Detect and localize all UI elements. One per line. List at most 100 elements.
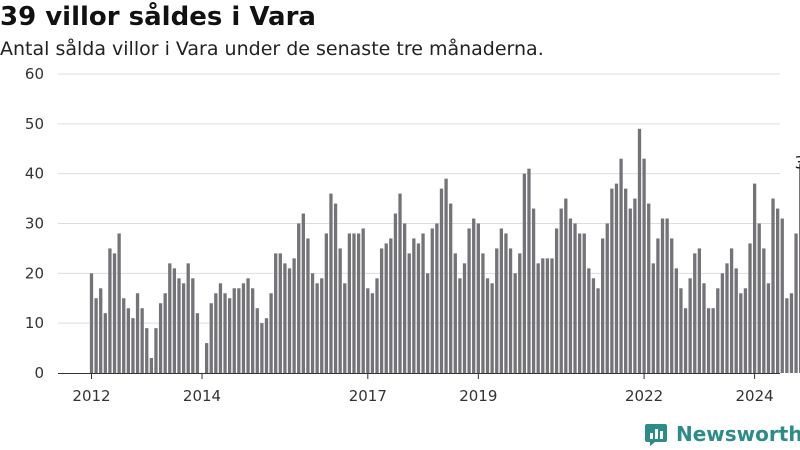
- bar: [402, 223, 407, 373]
- bar: [181, 283, 186, 373]
- bars: [89, 128, 800, 373]
- y-tick-label: 30: [25, 215, 44, 233]
- bar: [384, 243, 388, 373]
- bar: [610, 188, 614, 373]
- bar: [361, 228, 365, 373]
- bar: [476, 223, 480, 373]
- bar: [729, 248, 734, 373]
- bar: [260, 323, 264, 373]
- bar: [554, 228, 559, 373]
- y-tick-label: 20: [25, 264, 44, 282]
- bar: [780, 218, 784, 373]
- bar: [333, 203, 338, 373]
- bar: [255, 308, 259, 373]
- bar: [458, 278, 462, 373]
- bar: [158, 303, 163, 373]
- bar: [283, 263, 287, 373]
- bar: [518, 253, 522, 373]
- bar: [352, 233, 356, 373]
- bar: [743, 288, 748, 373]
- bar: [527, 168, 531, 373]
- bar: [329, 193, 333, 373]
- bar: [688, 278, 692, 373]
- y-tick-label: 50: [25, 115, 44, 133]
- bar: [596, 288, 600, 373]
- bar: [656, 238, 660, 373]
- y-axis-ticks: 0 10 20 30 40 50 60: [25, 65, 44, 382]
- bar: [522, 173, 527, 373]
- bar: [343, 283, 347, 373]
- bar: [706, 308, 711, 373]
- bar: [375, 278, 379, 373]
- x-tick-label: 2019: [459, 387, 497, 405]
- bar: [287, 268, 292, 373]
- bar: [366, 288, 370, 373]
- bar: [693, 253, 697, 373]
- bar: [241, 283, 246, 373]
- bar: [734, 268, 738, 373]
- bar: [545, 258, 550, 373]
- bar: [582, 233, 586, 373]
- bar: [135, 293, 140, 373]
- bar: [407, 253, 411, 373]
- bar: [785, 298, 789, 373]
- bar: [172, 268, 177, 373]
- bar: [619, 158, 623, 373]
- bar: [338, 248, 342, 373]
- bar: [126, 308, 130, 373]
- bar: [416, 243, 421, 373]
- bar: [762, 248, 766, 373]
- bar: [628, 208, 632, 373]
- bar: [564, 198, 568, 373]
- bar: [711, 308, 715, 373]
- brand-name: Newsworthy: [676, 422, 800, 446]
- bar: [665, 218, 669, 373]
- bar: [637, 128, 642, 373]
- bar: [214, 293, 218, 373]
- bar: [89, 273, 94, 373]
- bar: [614, 183, 619, 373]
- bar: [748, 243, 752, 373]
- bar: [145, 328, 149, 373]
- bar: [122, 298, 126, 373]
- bar: [725, 263, 729, 373]
- bar: [278, 253, 282, 373]
- x-tick-label: 2012: [72, 387, 110, 405]
- bar: [412, 238, 416, 373]
- bar: [467, 228, 471, 373]
- bar: [679, 288, 683, 373]
- bar: [246, 278, 250, 373]
- bar: [228, 298, 232, 373]
- bar: [108, 248, 112, 373]
- x-tick-label: 2014: [183, 387, 221, 405]
- x-axis: 2012 2014 2017 2019 2022 2024: [58, 373, 780, 405]
- bar: [697, 248, 702, 373]
- bar: [568, 218, 573, 373]
- y-tick-label: 60: [25, 65, 44, 83]
- bar: [766, 283, 771, 373]
- bar: [499, 228, 503, 373]
- bar: [310, 273, 315, 373]
- bar: [435, 223, 439, 373]
- bar: [430, 228, 434, 373]
- bar: [274, 253, 278, 373]
- bar: [449, 203, 453, 373]
- bar: [660, 218, 665, 373]
- bar: [191, 278, 195, 373]
- bar: [642, 158, 646, 373]
- bar: [232, 288, 236, 373]
- bar: [757, 223, 761, 373]
- bar: [453, 253, 457, 373]
- bar: [398, 193, 402, 373]
- bar: [393, 213, 398, 373]
- y-tick-label: 0: [34, 364, 44, 382]
- chart-title: 39 villor såldes i Vara: [0, 2, 316, 32]
- bar: [651, 263, 655, 373]
- bar: [320, 278, 324, 373]
- bar: [112, 253, 117, 373]
- x-tick-label: 2022: [625, 387, 663, 405]
- bar: [683, 308, 688, 373]
- last-value-label: 39: [794, 154, 800, 174]
- bar: [324, 233, 329, 373]
- bar: [297, 223, 301, 373]
